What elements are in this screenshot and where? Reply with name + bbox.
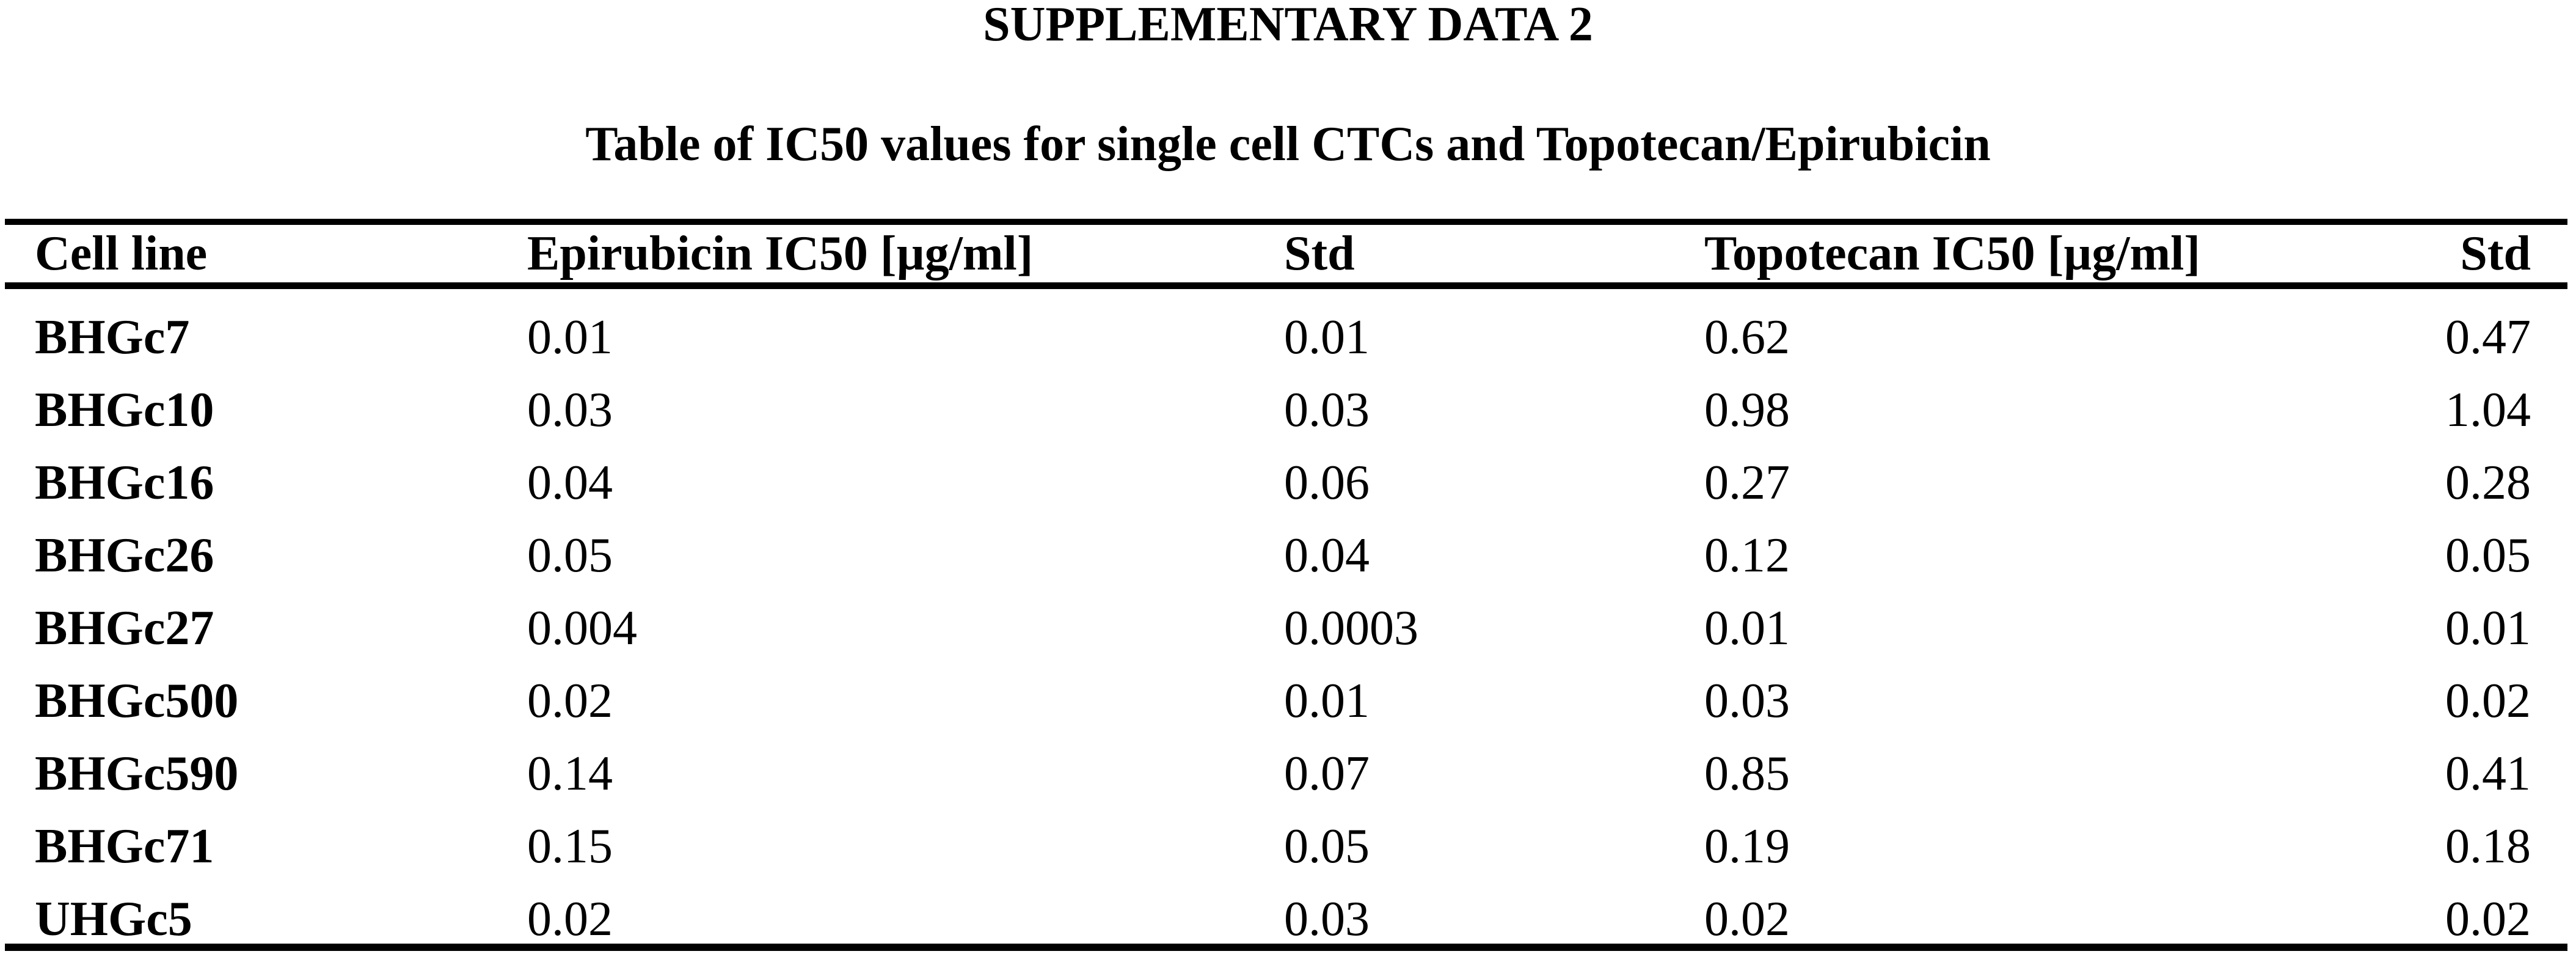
table-row: BHGc7 0.01 0.01 0.62 0.47 xyxy=(5,286,2567,362)
cell-line-label: BHGc500 xyxy=(35,674,239,728)
topotecan-std-value: 0.28 xyxy=(2445,456,2531,510)
topotecan-std-value: 0.18 xyxy=(2445,820,2531,873)
topotecan-std-value: 0.01 xyxy=(2445,601,2531,655)
cell-line-label: BHGc7 xyxy=(35,310,190,364)
epirubicin-ic50-value: 0.14 xyxy=(527,747,613,801)
topotecan-ic50-value: 0.03 xyxy=(1704,674,1790,728)
table-row: BHGc590 0.14 0.07 0.85 0.41 xyxy=(5,725,2567,798)
cell-line-label: BHGc10 xyxy=(35,383,214,437)
table-row: BHGc16 0.04 0.06 0.27 0.28 xyxy=(5,435,2567,507)
topotecan-std-value: 1.04 xyxy=(2445,383,2531,437)
epirubicin-ic50-value: 0.02 xyxy=(527,892,613,946)
topotecan-ic50-value: 0.85 xyxy=(1704,747,1790,801)
page-subtitle: Table of IC50 values for single cell CTC… xyxy=(585,117,1991,171)
topotecan-std-value: 0.02 xyxy=(2445,892,2531,946)
topotecan-ic50-value: 0.27 xyxy=(1704,456,1790,510)
epirubicin-std-value: 0.03 xyxy=(1284,383,1370,437)
topotecan-ic50-value: 0.12 xyxy=(1704,529,1790,582)
cell-line-label: BHGc71 xyxy=(35,820,214,873)
table-row: BHGc500 0.02 0.01 0.03 0.02 xyxy=(5,653,2567,725)
topotecan-std-value: 0.47 xyxy=(2445,310,2531,364)
column-header-epirubicin-std: Std xyxy=(1284,222,1704,289)
table-row: UHGc5 0.02 0.03 0.02 0.02 xyxy=(5,871,2567,947)
epirubicin-std-value: 0.07 xyxy=(1284,747,1370,801)
ic50-table: Cell line Epirubicin IC50 [µg/ml] Std To… xyxy=(5,219,2567,951)
epirubicin-ic50-value: 0.15 xyxy=(527,820,613,873)
cell-line-label: UHGc5 xyxy=(35,892,192,946)
epirubicin-std-value: 0.01 xyxy=(1284,674,1370,728)
epirubicin-ic50-value: 0.05 xyxy=(527,529,613,582)
cell-line-label: BHGc26 xyxy=(35,529,214,582)
epirubicin-std-value: 0.05 xyxy=(1284,820,1370,873)
epirubicin-std-value: 0.0003 xyxy=(1284,601,1418,655)
epirubicin-ic50-value: 0.01 xyxy=(527,310,613,364)
table-row: BHGc10 0.03 0.03 0.98 1.04 xyxy=(5,362,2567,435)
table-row: BHGc71 0.15 0.05 0.19 0.18 xyxy=(5,798,2567,871)
topotecan-ic50-value: 0.02 xyxy=(1704,892,1790,946)
topotecan-std-value: 0.05 xyxy=(2445,529,2531,582)
table-header-row: Cell line Epirubicin IC50 [µg/ml] Std To… xyxy=(5,222,2567,289)
epirubicin-ic50-value: 0.02 xyxy=(527,674,613,728)
column-header-epirubicin-ic50: Epirubicin IC50 [µg/ml] xyxy=(527,222,1284,289)
topotecan-std-value: 0.41 xyxy=(2445,747,2531,801)
table-row: BHGc27 0.004 0.0003 0.01 0.01 xyxy=(5,580,2567,653)
column-header-topotecan-ic50: Topotecan IC50 [µg/ml] xyxy=(1704,222,2260,289)
epirubicin-std-value: 0.04 xyxy=(1284,529,1370,582)
topotecan-ic50-value: 0.62 xyxy=(1704,310,1790,364)
epirubicin-ic50-value: 0.03 xyxy=(527,383,613,437)
topotecan-ic50-value: 0.19 xyxy=(1704,820,1790,873)
cell-line-label: BHGc27 xyxy=(35,601,214,655)
epirubicin-ic50-value: 0.004 xyxy=(527,601,637,655)
cell-line-label: BHGc16 xyxy=(35,456,214,510)
epirubicin-std-value: 0.06 xyxy=(1284,456,1370,510)
page-title: SUPPLEMENTARY DATA 2 xyxy=(983,0,1593,51)
cell-line-label: BHGc590 xyxy=(35,747,239,801)
column-header-topotecan-std: Std xyxy=(2260,222,2567,289)
column-header-cell-line: Cell line xyxy=(5,222,527,289)
topotecan-ic50-value: 0.01 xyxy=(1704,601,1790,655)
topotecan-ic50-value: 0.98 xyxy=(1704,383,1790,437)
epirubicin-ic50-value: 0.04 xyxy=(527,456,613,510)
epirubicin-std-value: 0.01 xyxy=(1284,310,1370,364)
table-row: BHGc26 0.05 0.04 0.12 0.05 xyxy=(5,507,2567,580)
topotecan-std-value: 0.02 xyxy=(2445,674,2531,728)
epirubicin-std-value: 0.03 xyxy=(1284,892,1370,946)
